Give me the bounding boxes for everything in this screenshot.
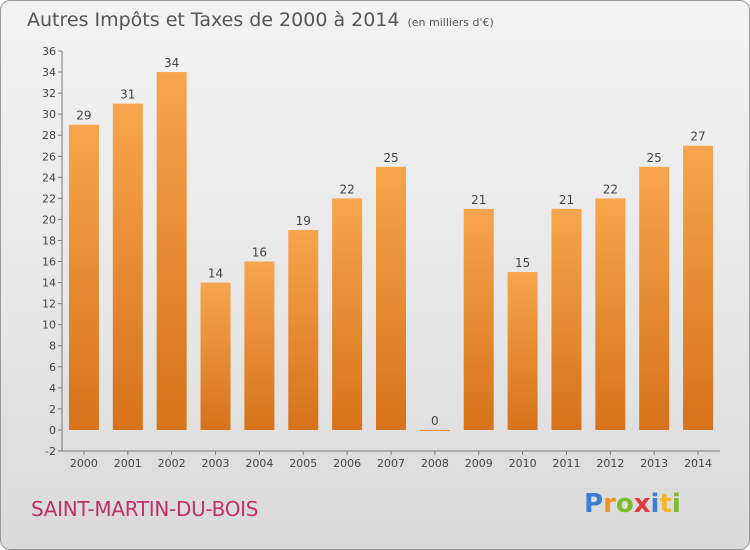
y-tick-label: 24 — [42, 171, 56, 184]
x-tick-label: 2011 — [552, 457, 580, 470]
y-tick-label: 34 — [42, 66, 56, 79]
bar — [288, 229, 319, 430]
commune-name: SAINT-MARTIN-DU-BOIS — [31, 497, 259, 521]
bar — [463, 208, 494, 430]
bar — [112, 103, 143, 430]
bar-value-label: 22 — [339, 182, 354, 196]
bar-value-label: 25 — [647, 151, 662, 165]
bar — [68, 124, 99, 430]
x-tick-label: 2010 — [509, 457, 537, 470]
y-tick-label: 20 — [42, 213, 56, 226]
bar — [551, 208, 582, 430]
y-tick-label: 12 — [42, 298, 56, 311]
bar-value-label: 0 — [431, 414, 439, 428]
y-tick-label: 36 — [42, 45, 56, 58]
x-tick-label: 2007 — [377, 457, 405, 470]
chart-title-text: Autres Impôts et Taxes de 2000 à 2014 — [27, 9, 400, 31]
x-tick-label: 2004 — [245, 457, 273, 470]
x-tick-label: 2008 — [421, 457, 449, 470]
y-tick-label: 28 — [42, 129, 56, 142]
x-tick-label: 2012 — [596, 457, 624, 470]
bar — [200, 282, 231, 430]
bar — [507, 272, 538, 430]
bar — [376, 166, 406, 430]
y-tick-label: 22 — [42, 192, 56, 205]
x-tick-label: 2000 — [70, 457, 98, 470]
bar — [595, 198, 626, 430]
bar-value-label: 34 — [164, 56, 179, 70]
y-tick-label: 14 — [42, 277, 56, 290]
y-tick-label: 10 — [42, 319, 56, 332]
y-tick-label: 6 — [49, 361, 56, 374]
x-tick-label: 2006 — [333, 457, 361, 470]
bar-value-label: 27 — [690, 130, 705, 144]
bar — [419, 429, 450, 431]
bar-value-label: 21 — [471, 193, 486, 207]
y-tick-label: 18 — [42, 234, 56, 247]
x-tick-label: 2003 — [202, 457, 230, 470]
y-tick-label: 26 — [42, 150, 56, 163]
y-tick-label: 16 — [42, 256, 56, 269]
y-tick-label: 32 — [42, 87, 56, 100]
bar-value-label: 19 — [296, 214, 311, 228]
bar-value-label: 22 — [603, 182, 618, 196]
bar — [639, 166, 670, 430]
y-tick-label: 2 — [49, 403, 56, 416]
bar-value-label: 21 — [559, 193, 574, 207]
x-tick-label: 2013 — [640, 457, 668, 470]
chart-unit: (en milliers d'€) — [407, 16, 494, 29]
y-tick-label: 4 — [49, 382, 56, 395]
y-tick-label: 0 — [49, 424, 56, 437]
bar-value-label: 16 — [252, 246, 267, 260]
bars: 29 31 34 14 16 19 22 25 0 21 15 21 22 25 27 — [68, 56, 714, 431]
bar — [332, 198, 363, 430]
bar — [244, 261, 275, 430]
y-tick-label: -2 — [45, 445, 56, 458]
y-tick-label: 8 — [49, 340, 56, 353]
bar-value-label: 15 — [515, 256, 530, 270]
chart-title: Autres Impôts et Taxes de 2000 à 2014 (en… — [27, 9, 494, 31]
y-tick-label: 30 — [42, 108, 56, 121]
x-tick-label: 2014 — [684, 457, 712, 470]
bar-value-label: 14 — [208, 267, 223, 281]
bar — [683, 145, 714, 430]
bar-value-label: 31 — [120, 88, 135, 102]
x-tick-label: 2002 — [158, 457, 186, 470]
x-tick-label: 2001 — [114, 457, 142, 470]
proxiti-logo[interactable]: Proxiti — [584, 489, 681, 519]
x-tick-label: 2009 — [465, 457, 493, 470]
x-tick-label: 2005 — [289, 457, 317, 470]
bar-value-label: 29 — [76, 109, 91, 123]
bar-value-label: 25 — [383, 151, 398, 165]
bar — [156, 72, 187, 430]
